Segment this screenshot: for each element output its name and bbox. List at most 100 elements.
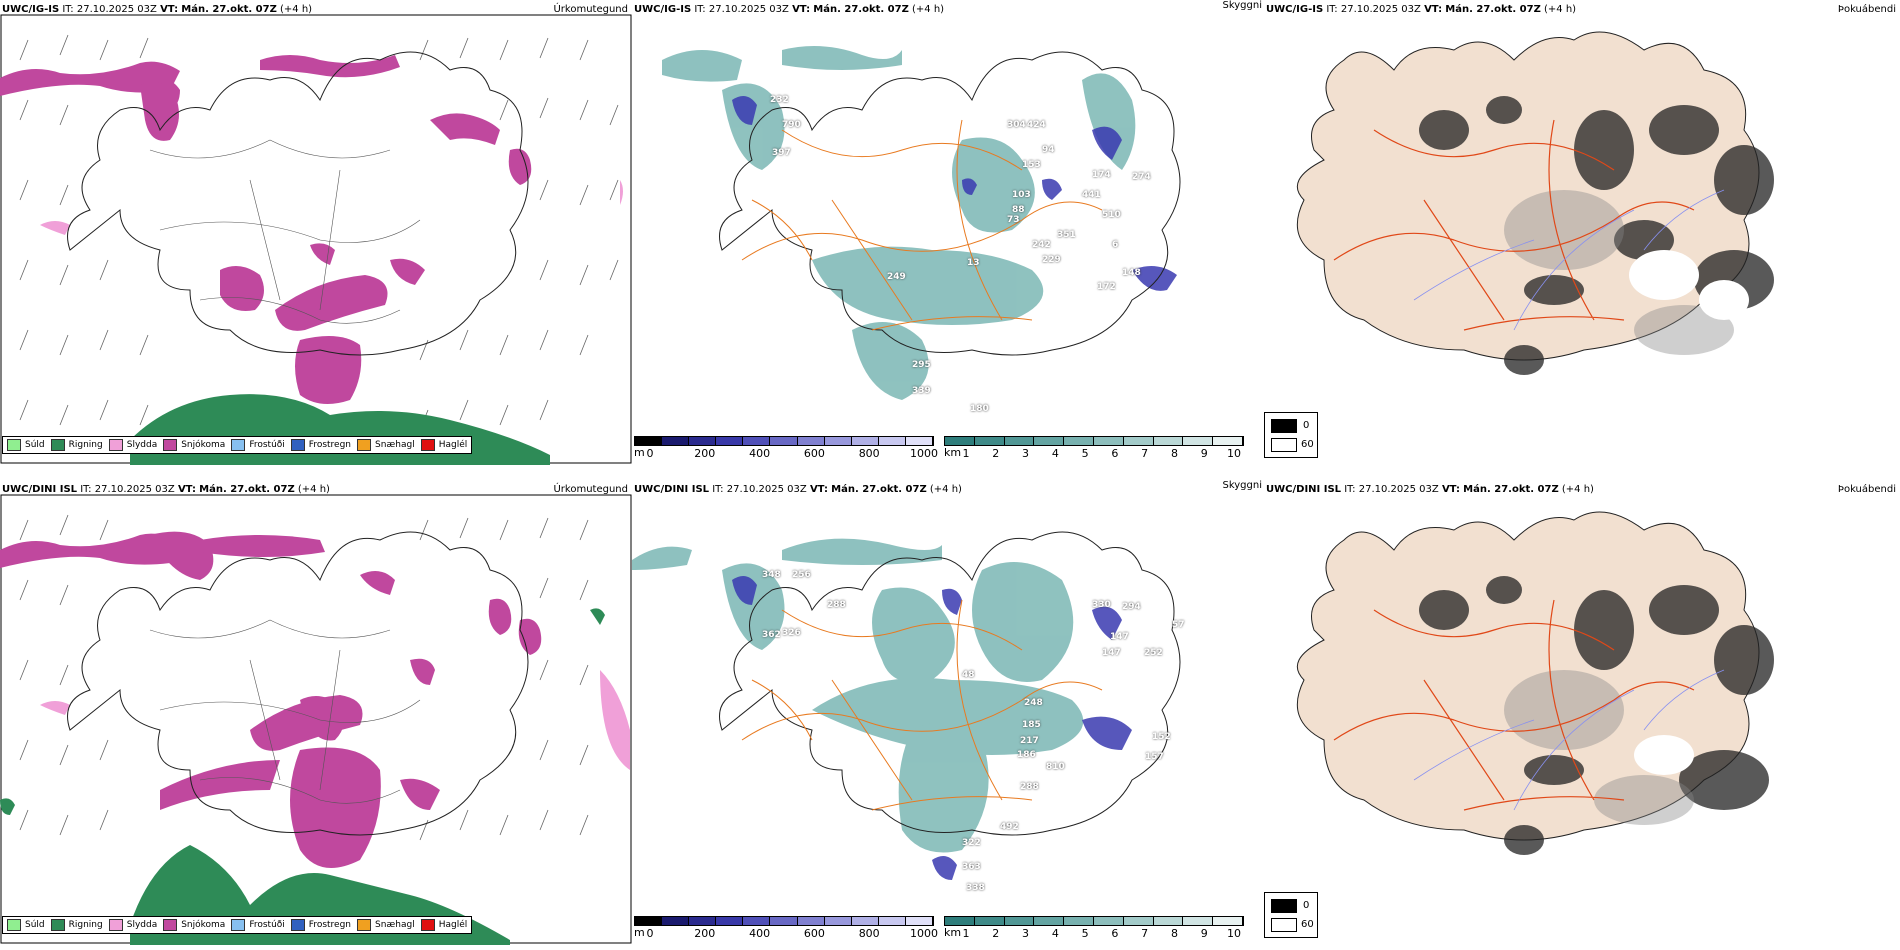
visibility-panel-bottom: UWC/DINI ISL IT: 27.10.2025 03Z VT: Mán.… xyxy=(632,480,1264,945)
colorbar-tick: 8 xyxy=(1170,447,1178,460)
colorbar-segment xyxy=(1004,437,1035,445)
colorbar-tick: 8 xyxy=(1170,927,1178,940)
legend-item: Súld xyxy=(7,439,45,451)
colorbar-tick: 3 xyxy=(1022,447,1030,460)
legend-item: Snæhagl xyxy=(357,439,415,451)
colorbar-segment xyxy=(1153,437,1184,445)
fog-swatch-black xyxy=(1271,419,1297,433)
colorbar-unit: m xyxy=(634,446,645,459)
cloud-base-label: 304 xyxy=(1007,120,1026,130)
cloud-base-label: 185 xyxy=(1022,720,1041,730)
cloud-base-label: 424 xyxy=(1027,120,1046,130)
precip-map-bottom xyxy=(0,494,632,945)
colorbar-segment xyxy=(1123,437,1154,445)
colorbar-segment xyxy=(878,917,906,925)
precip-map-top xyxy=(0,14,632,465)
cloud-base-label: 322 xyxy=(962,838,981,848)
colorbar-tick: 400 xyxy=(749,927,771,940)
colorbar-segment xyxy=(824,437,852,445)
cloud-base-label: 153 xyxy=(1022,160,1041,170)
colorbar-tick: 800 xyxy=(858,447,880,460)
fog-swatch-black xyxy=(1271,899,1297,913)
cloud-base-label: 94 xyxy=(1042,145,1055,155)
colorbar-segment xyxy=(797,437,825,445)
colorbar-tick: 4 xyxy=(1051,447,1059,460)
colorbar-segment xyxy=(797,917,825,925)
cloud-base-label: 248 xyxy=(1024,698,1043,708)
panel-subtitle: Þokuábendi xyxy=(1837,4,1896,15)
cloud-base-label: 492 xyxy=(1000,822,1019,832)
colorbar-tick: 6 xyxy=(1111,927,1119,940)
colorbar-segment xyxy=(851,917,879,925)
cloud-base-label: 157 xyxy=(1145,752,1164,762)
colorbar-segment xyxy=(1064,917,1094,925)
cloud-base-label: 362 xyxy=(762,630,781,640)
precip-legend: Súld Rigning Slydda Snjókoma Frostúði Fr… xyxy=(2,916,473,934)
legend-item: Haglél xyxy=(420,919,467,931)
cloud-base-label: 330 xyxy=(1092,600,1111,610)
panel-subtitle: Úrkomutegund xyxy=(553,4,628,15)
cloud-base-label: 180 xyxy=(970,404,989,414)
cloud-base-label: 510 xyxy=(1102,210,1121,220)
colorbar-segment xyxy=(1183,917,1214,925)
colorbar-segment xyxy=(743,917,771,925)
colorbar-segment xyxy=(770,917,798,925)
cloud-base-label: 326 xyxy=(782,628,801,638)
legend-item: Frostúði xyxy=(231,919,285,931)
cloud-base-label: 48 xyxy=(962,670,975,680)
panel-title: UWC/IG-IS IT: 27.10.2025 03Z VT: Mán. 27… xyxy=(2,4,313,15)
colorbar-segment xyxy=(662,437,690,445)
colorbar-segment xyxy=(905,437,934,445)
colorbar-tick: 7 xyxy=(1141,927,1149,940)
cloud-base-label: 441 xyxy=(1082,190,1101,200)
panel-subtitle: Skyggni xyxy=(1222,480,1262,491)
cloud-base-label: 147 xyxy=(1102,648,1121,658)
legend-item: Frostregn xyxy=(290,439,351,451)
panel-subtitle: Skyggni xyxy=(1222,0,1262,11)
cloud-base-label: 295 xyxy=(912,360,931,370)
cloud-base-label: 152 xyxy=(1152,732,1171,742)
colorbar-segment xyxy=(662,917,690,925)
colorbar-segment xyxy=(689,917,717,925)
cloud-base-label: 13 xyxy=(967,258,980,268)
legend-item: Rigning xyxy=(50,439,103,451)
legend-item: Slydda xyxy=(108,439,157,451)
cloud-base-colorbar: 0 200 400 600 800 1000 m xyxy=(634,436,938,460)
cloud-base-label: 174 xyxy=(1092,170,1111,180)
colorbar-tick: 10 xyxy=(1227,447,1241,460)
colorbar-segment xyxy=(1093,437,1124,445)
legend-item: Snjókoma xyxy=(163,919,225,931)
colorbar-segment xyxy=(945,917,975,925)
visibility-colorbar: 1 2 3 4 5 6 7 8 9 10 km xyxy=(944,916,1244,940)
cloud-base-label: 252 xyxy=(1144,648,1163,658)
colorbar-tick: 1000 xyxy=(910,927,938,940)
visibility-colorbar: 1 2 3 4 5 6 7 8 9 10 km xyxy=(944,436,1244,460)
cloud-base-label: 790 xyxy=(782,120,801,130)
colorbar-tick: 800 xyxy=(858,927,880,940)
cloud-base-label: 172 xyxy=(1097,282,1116,292)
colorbar-segment xyxy=(1213,437,1243,445)
cloud-base-label: 103 xyxy=(1012,190,1031,200)
colorbar-segment xyxy=(945,437,975,445)
precip-type-panel-top: UWC/IG-IS IT: 27.10.2025 03Z VT: Mán. 27… xyxy=(0,0,632,465)
cloud-base-label: 186 xyxy=(1017,750,1036,760)
cloud-base-label: 249 xyxy=(887,272,906,282)
cloud-base-label: 810 xyxy=(1046,762,1065,772)
colorbar-tick: 7 xyxy=(1141,447,1149,460)
panel-title: UWC/DINI ISL IT: 27.10.2025 03Z VT: Mán.… xyxy=(634,484,962,495)
cloud-base-label: 229 xyxy=(1042,255,1061,265)
colorbar-segment xyxy=(743,437,771,445)
cloud-base-label: 363 xyxy=(962,862,981,872)
panel-title: UWC/DINI ISL IT: 27.10.2025 03Z VT: Mán.… xyxy=(1266,484,1594,495)
cloud-base-label: 57 xyxy=(1172,620,1185,630)
colorbar-tick: 600 xyxy=(803,927,825,940)
fog-swatch-white xyxy=(1271,438,1297,452)
fog-legend: 0 60 xyxy=(1264,412,1318,458)
colorbar-segment xyxy=(1034,917,1065,925)
colorbar-tick: 2 xyxy=(992,927,1000,940)
cloud-base-label: 147 xyxy=(1110,632,1129,642)
panel-subtitle: Þokuábendi xyxy=(1837,484,1896,495)
cloud-base-label: 348 xyxy=(762,570,781,580)
colorbar-unit: m xyxy=(634,926,645,939)
colorbar-tick: 3 xyxy=(1022,927,1030,940)
